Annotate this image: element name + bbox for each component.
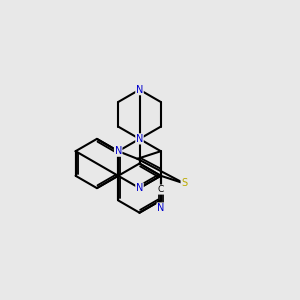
Text: N: N xyxy=(157,203,164,213)
Text: C: C xyxy=(158,185,164,194)
Text: N: N xyxy=(136,85,143,95)
Text: N: N xyxy=(115,146,122,156)
Text: N: N xyxy=(136,183,143,193)
Text: S: S xyxy=(181,178,187,188)
Text: N: N xyxy=(136,134,143,144)
